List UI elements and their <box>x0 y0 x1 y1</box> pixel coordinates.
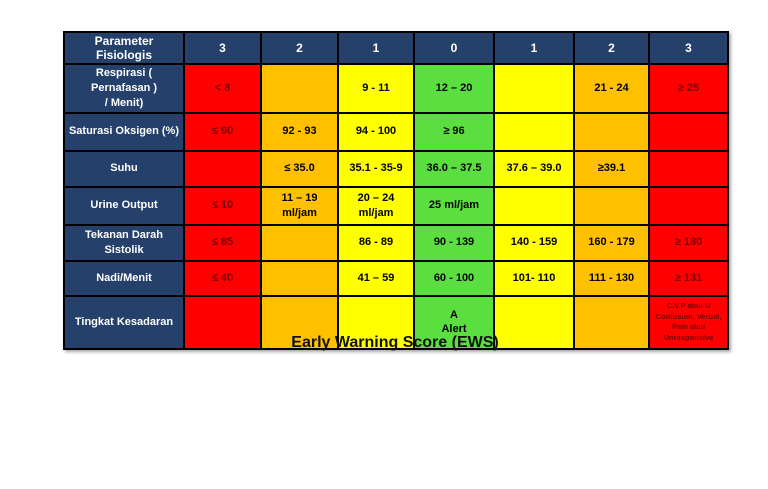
score-cell: C.V.P atau U Confusion, Verbal, Pain ata… <box>648 294 729 350</box>
table-row: Urine Output ≤ 10 11 – 19 ml/jam 20 – 24 ml… <box>63 185 729 226</box>
header-score-cell: 3 <box>648 31 729 65</box>
score-cell <box>648 111 729 152</box>
score-cell <box>573 185 650 226</box>
score-cell: ≥ 131 <box>648 259 729 297</box>
table-row: Suhu ≤ 35.0 35.1 - 35-9 36.0 – 37.5 37.6 – 3… <box>63 149 729 188</box>
header-parameter-label: Parameter Fisiologis <box>63 31 185 65</box>
score-cell <box>573 111 650 152</box>
header-score-cell: 1 <box>337 31 415 65</box>
score-cell: < 8 <box>183 63 262 114</box>
score-cell <box>493 185 575 226</box>
score-cell: 86 - 89 <box>337 223 415 262</box>
parameter-label-cell: Respirasi ( Pernafasan ) / Menit) <box>63 63 185 114</box>
score-cell: 35.1 - 35-9 <box>337 149 415 188</box>
parameter-label-cell: Tekanan Darah Sistolik <box>63 223 185 262</box>
score-cell <box>648 185 729 226</box>
score-cell <box>648 149 729 188</box>
score-cell: 41 – 59 <box>337 259 415 297</box>
score-cell <box>493 111 575 152</box>
score-cell: 9 - 11 <box>337 63 415 114</box>
score-cell: A Alert <box>413 294 495 350</box>
score-cell: 25 ml/jam <box>413 185 495 226</box>
score-cell: ≤ 10 <box>183 185 262 226</box>
score-cell: 101- 110 <box>493 259 575 297</box>
score-cell: 140 - 159 <box>493 223 575 262</box>
score-cell: ≥ 180 <box>648 223 729 262</box>
score-cell: ≥ 96 <box>413 111 495 152</box>
score-cell <box>183 294 262 350</box>
score-cell: 60 - 100 <box>413 259 495 297</box>
table-row: Tingkat Kesadaran A Alert C.V.P atau U Con… <box>63 294 729 350</box>
header-score-cell: 2 <box>260 31 339 65</box>
score-cell: ≥ 25 <box>648 63 729 114</box>
table-caption: Early Warning Score (EWS) <box>291 334 499 351</box>
score-cell <box>260 63 339 114</box>
score-cell: 90 - 139 <box>413 223 495 262</box>
score-cell: ≤ 40 <box>183 259 262 297</box>
parameter-label-cell: Urine Output <box>63 185 185 226</box>
score-cell <box>260 259 339 297</box>
score-cell: 12 – 20 <box>413 63 495 114</box>
table-row: Tekanan Darah Sistolik ≤ 85 86 - 89 90 - 13… <box>63 223 729 262</box>
score-cell <box>260 294 339 350</box>
score-cell <box>573 294 650 350</box>
score-cell: 36.0 – 37.5 <box>413 149 495 188</box>
score-cell: ≤ 85 <box>183 223 262 262</box>
parameter-label-cell: Tingkat Kesadaran <box>63 294 185 350</box>
header-score-cell: 2 <box>573 31 650 65</box>
score-cell: ≥39.1 <box>573 149 650 188</box>
score-cell <box>183 149 262 188</box>
table-row: Nadi/Menit ≤ 40 41 – 59 60 - 100 101- 110 111… <box>63 259 729 297</box>
score-cell <box>337 294 415 350</box>
header-score-cell: 3 <box>183 31 262 65</box>
score-cell: 11 – 19 ml/jam <box>260 185 339 226</box>
ews-table-body: Respirasi ( Pernafasan ) / Menit) < 8 9 - … <box>63 63 729 350</box>
header-score-cell: 0 <box>413 31 495 65</box>
score-cell <box>260 223 339 262</box>
score-cell: 37.6 – 39.0 <box>493 149 575 188</box>
score-cell <box>493 63 575 114</box>
score-cell: 94 - 100 <box>337 111 415 152</box>
score-cell: 92 - 93 <box>260 111 339 152</box>
score-cell <box>493 294 575 350</box>
score-cell: 20 – 24 ml/jam <box>337 185 415 226</box>
header-score-cell: 1 <box>493 31 575 65</box>
score-cell: 160 - 179 <box>573 223 650 262</box>
score-cell: ≤ 90 <box>183 111 262 152</box>
score-cell: 21 - 24 <box>573 63 650 114</box>
table-row: Respirasi ( Pernafasan ) / Menit) < 8 9 - … <box>63 63 729 114</box>
table-row: Saturasi Oksigen (%) ≤ 90 92 - 93 94 - 100 ≥… <box>63 111 729 152</box>
parameter-label-cell: Suhu <box>63 149 185 188</box>
parameter-label-cell: Nadi/Menit <box>63 259 185 297</box>
parameter-label-cell: Saturasi Oksigen (%) <box>63 111 185 152</box>
score-cell: 111 - 130 <box>573 259 650 297</box>
score-cell: ≤ 35.0 <box>260 149 339 188</box>
